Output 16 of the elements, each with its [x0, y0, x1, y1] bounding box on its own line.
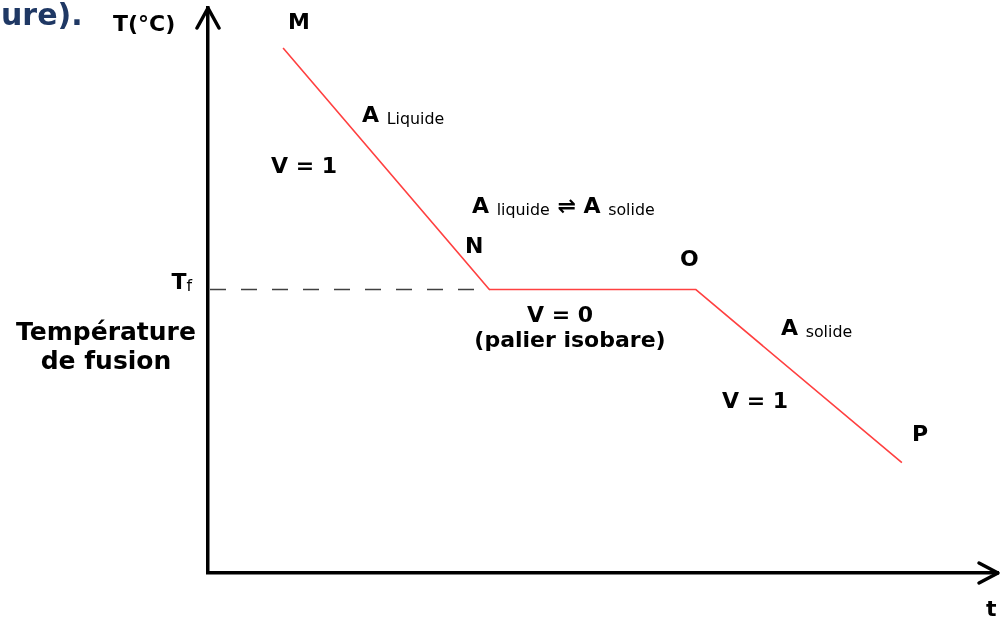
text: Température de fusion [15, 317, 197, 375]
annotation: A $_{liquide}$ ⇌ A $_{solide}$ [472, 193, 655, 219]
ref-line-label: T$_{f}$ [171, 269, 192, 296]
annotation: V = 1 [722, 388, 789, 413]
annotation: A $_{solide}$ [781, 315, 853, 341]
x-axis-title: t [986, 596, 997, 621]
y-axis-title: T(°C) [113, 11, 176, 36]
text: M [288, 9, 310, 34]
chart-title: ure). [1, 0, 83, 33]
annotation: O [680, 246, 699, 271]
annotation: N [465, 233, 484, 258]
annotation: P [912, 421, 929, 446]
annotation: V = 0 [525, 302, 595, 327]
annotation: (palier isobare) [473, 327, 667, 352]
annotation: A $_{Liquide}$ [362, 102, 445, 128]
annotation: V = 1 [271, 153, 338, 178]
